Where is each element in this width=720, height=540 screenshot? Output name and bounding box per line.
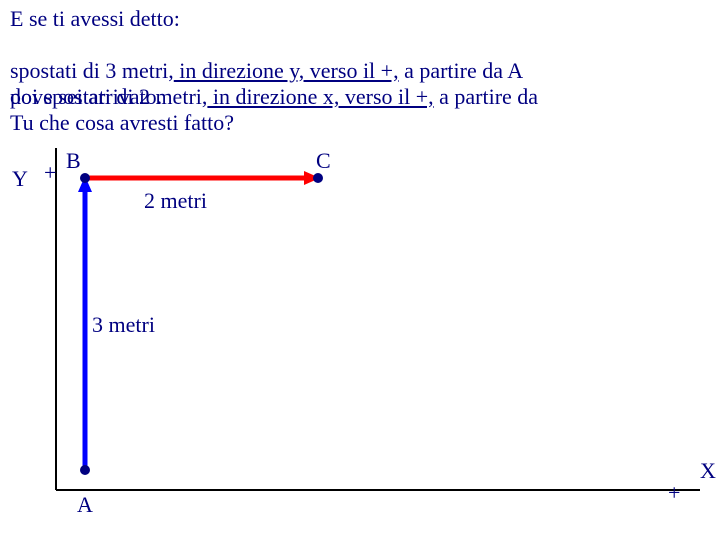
point-c	[313, 173, 323, 183]
label-b: B	[66, 148, 81, 174]
point-b	[80, 173, 90, 183]
label-a: A	[77, 492, 93, 518]
label-x: X	[700, 458, 716, 484]
instruction-line-5: Tu che cosa avresti fatto?	[10, 110, 234, 136]
label-plus-y: +	[44, 160, 56, 186]
point-a	[80, 465, 90, 475]
label-y: Y	[12, 166, 28, 192]
label-c: C	[316, 148, 331, 174]
label-two-m: 2 metri	[144, 188, 207, 214]
instruction-line-4: dove sei arrivato.	[10, 84, 162, 110]
label-plus-x: +	[668, 480, 680, 506]
instruction-line-1: E se ti avessi detto:	[10, 6, 180, 32]
label-three-m: 3 metri	[92, 312, 155, 338]
